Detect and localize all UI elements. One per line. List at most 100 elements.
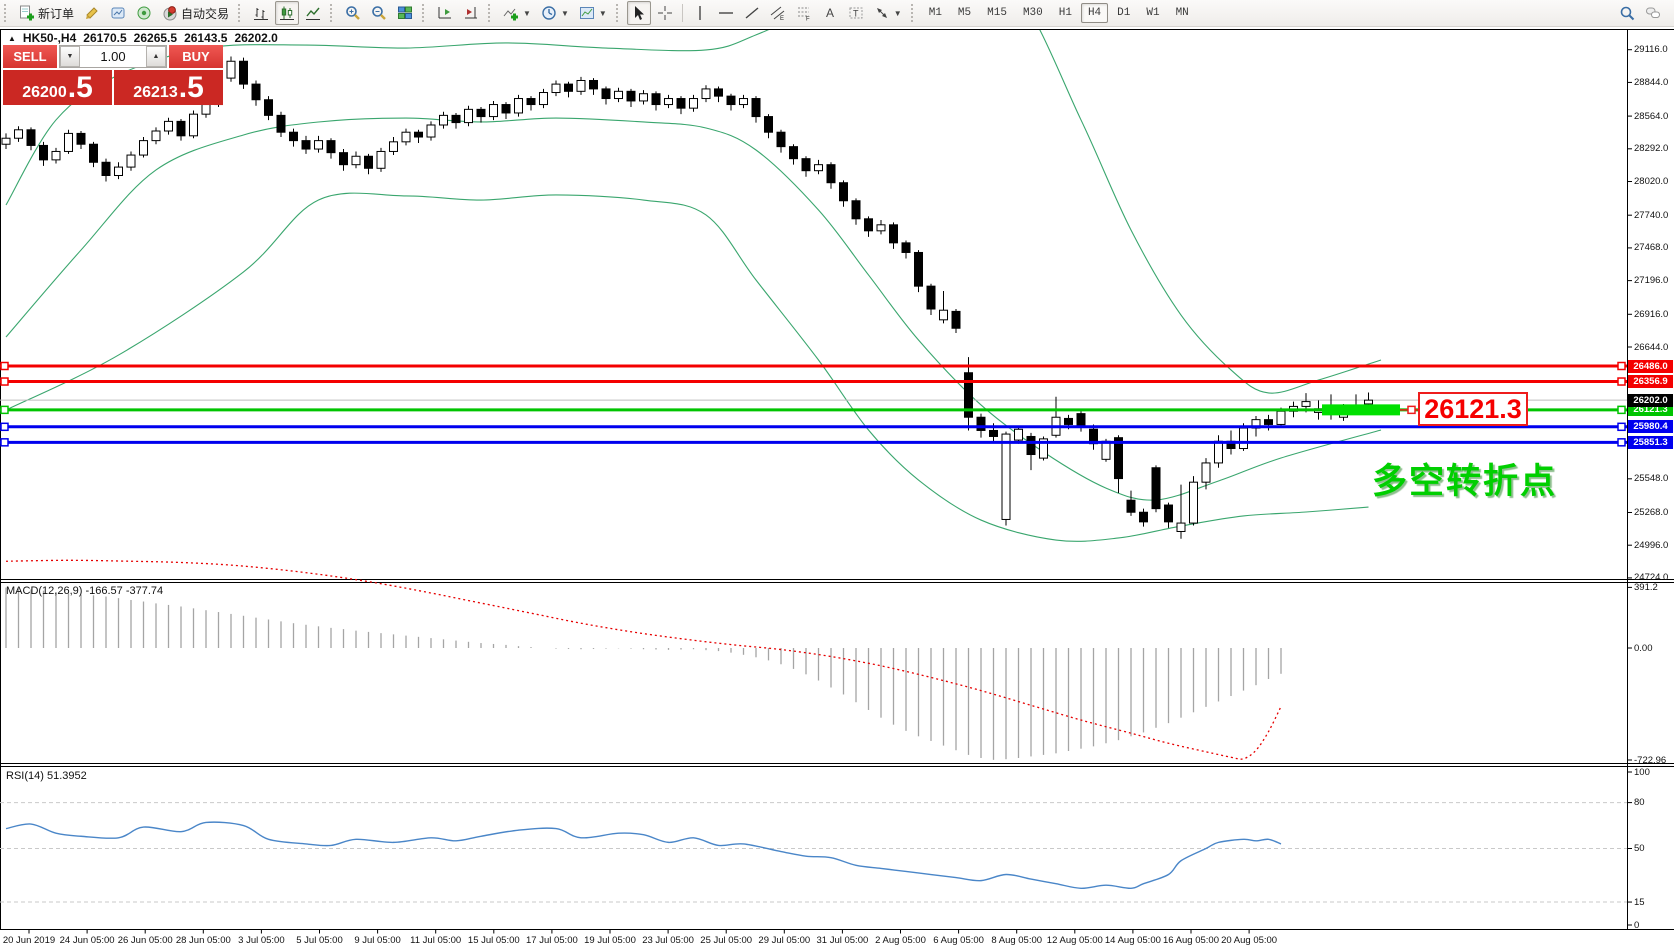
volume-up-icon[interactable]: ▲	[146, 46, 166, 67]
equidistant-channel-icon: E	[770, 5, 786, 21]
toolbar-button-text-label[interactable]: T	[844, 1, 868, 25]
axis-tick-label: 26644.0	[1634, 341, 1669, 353]
toolbar-button-fibonacci[interactable]: F	[792, 1, 816, 25]
toolbar-button-new-order[interactable]: 新订单	[15, 1, 78, 25]
buy-price[interactable]: 26213 .5	[114, 70, 223, 105]
toolbar-button-zoom-out[interactable]	[367, 1, 391, 25]
candle-body	[351, 155, 361, 166]
hline-handle	[1617, 405, 1626, 415]
dropdown-caret-icon[interactable]: ▼	[523, 8, 531, 18]
timeframe-button-M1[interactable]: M1	[928, 7, 942, 19]
toolbar-button-tile-windows[interactable]	[393, 1, 417, 25]
candle-body	[76, 132, 86, 145]
axis-tick-label: 0.00	[1634, 642, 1653, 654]
volume-field[interactable]: 1.00	[100, 49, 126, 64]
toolbar-grip[interactable]	[615, 4, 623, 22]
toolbar-grip[interactable]	[330, 4, 337, 22]
dropdown-caret-icon[interactable]: ▼	[893, 8, 902, 18]
toolbar-button-autotrading[interactable]: 自动交易	[158, 1, 233, 25]
timeframe-button-M5[interactable]: M5	[957, 7, 972, 19]
axis-tick-label: 28844.0	[1634, 76, 1669, 88]
candle-body	[1101, 440, 1111, 460]
toolbar-button-trendline[interactable]	[740, 1, 764, 25]
cursor-icon	[631, 5, 647, 21]
price-tag: 25980.4	[1628, 420, 1673, 434]
timeframe-button-H4[interactable]: H4	[1080, 3, 1109, 23]
volume-down-icon[interactable]: ▼	[60, 46, 80, 67]
candle-body	[751, 98, 761, 118]
callout-anchor[interactable]	[1407, 405, 1416, 415]
candle-body	[114, 166, 123, 177]
sell-price[interactable]: 26200 .5	[3, 70, 112, 105]
toolbar-button-bar-chart[interactable]	[249, 1, 273, 25]
dropdown-caret-icon[interactable]: ▼	[598, 8, 607, 18]
buy-button[interactable]: BUY	[169, 45, 223, 68]
toolbar-button-auto-scroll[interactable]	[433, 1, 457, 25]
toolbar-button-metaeditor[interactable]	[80, 1, 104, 25]
toolbar-button-signals[interactable]	[132, 1, 156, 25]
toolbar-button-candlestick[interactable]	[275, 1, 300, 25]
toolbar-group-trade: 新订单 自动交易	[14, 0, 234, 27]
toolbar-grip[interactable]	[488, 4, 495, 22]
axis-tick-label: 29116.0	[1634, 44, 1668, 56]
toolbar-grip[interactable]	[910, 4, 918, 22]
toolbar-grip[interactable]	[238, 4, 245, 22]
axis-tick-label: 28564.0	[1634, 110, 1669, 122]
candle-body	[239, 60, 248, 85]
toolbar-button-arrows[interactable]: ▼	[870, 1, 906, 25]
toolbar-button-horizontal-line[interactable]	[714, 1, 738, 25]
hline-handle	[0, 361, 9, 371]
toolbar-group-insert: ▼ ▼ ▼	[498, 0, 612, 27]
toolbar-button-chart-shift[interactable]	[459, 1, 483, 25]
toolbar-button-cursor[interactable]	[626, 1, 651, 25]
toolbar-button-crosshair[interactable]	[653, 1, 677, 25]
toolbar-button-templates[interactable]: ▼	[575, 1, 611, 25]
timeframe-button-D1[interactable]: D1	[1117, 7, 1131, 19]
time-axis-label: 23 Jul 05:00	[642, 935, 694, 946]
toolbar-button-vertical-line[interactable]	[688, 1, 712, 25]
candlestick-icon	[279, 5, 295, 21]
candle-body	[164, 120, 173, 132]
candle-body	[426, 124, 436, 138]
time-axis-label: 12 Aug 05:00	[1046, 935, 1103, 946]
toolbar-button-text[interactable]: A	[818, 1, 842, 25]
search-icon[interactable]	[1615, 1, 1639, 25]
toolbar-button-periods[interactable]: ▼	[537, 1, 573, 25]
signals-icon	[136, 5, 152, 21]
macd-histogram	[5, 587, 1282, 760]
timeframe-button-MN[interactable]: MN	[1175, 7, 1189, 19]
time-axis-label: 17 Jul 05:00	[526, 935, 578, 946]
highlight-bar[interactable]	[1322, 404, 1400, 416]
toolbar-grip[interactable]	[422, 4, 429, 22]
toolbar-button-equidistant-channel[interactable]: E	[766, 1, 790, 25]
chat-icon[interactable]	[1641, 1, 1665, 25]
time-axis-label: 20 Aug 05:00	[1221, 935, 1278, 946]
toolbar-button-zoom-in[interactable]	[341, 1, 365, 25]
dropdown-caret-icon[interactable]: ▼	[560, 8, 569, 18]
toolbar-button-line-chart[interactable]	[301, 1, 325, 25]
candle-body	[1364, 399, 1373, 405]
timeframe-button-M15[interactable]: M15	[987, 7, 1007, 19]
toolbar-grip[interactable]	[4, 4, 11, 22]
timeframe-button-W1[interactable]: W1	[1146, 7, 1160, 19]
timeframe-button-H1[interactable]: H1	[1058, 7, 1072, 19]
toolbar-button-market-watch-window[interactable]	[106, 1, 130, 25]
time-axis-label: 11 Jul 05:00	[410, 935, 462, 946]
sell-button[interactable]: SELL	[3, 45, 57, 68]
toolbar-button-indicators[interactable]: ▼	[499, 1, 535, 25]
candle-body	[126, 154, 136, 168]
sell-price-main: 26200	[22, 84, 67, 101]
price-tag: 26356.9	[1628, 375, 1673, 389]
timeframe-button-M30[interactable]: M30	[1022, 7, 1043, 19]
annotation-text[interactable]: 多空转折点	[1372, 462, 1558, 501]
price-tag: 25851.3	[1628, 435, 1673, 449]
price-callout[interactable]: 26121.3	[1418, 392, 1528, 426]
pane-borders	[0, 29, 1674, 930]
horizontal-lines[interactable]	[0, 361, 1627, 447]
zoom-in-icon	[345, 5, 361, 21]
candle-body	[489, 104, 498, 118]
collapse-arrow-icon[interactable]: ▲	[8, 33, 16, 43]
candles	[1, 56, 1373, 539]
time-axis-label: 3 Jul 05:00	[238, 935, 285, 946]
